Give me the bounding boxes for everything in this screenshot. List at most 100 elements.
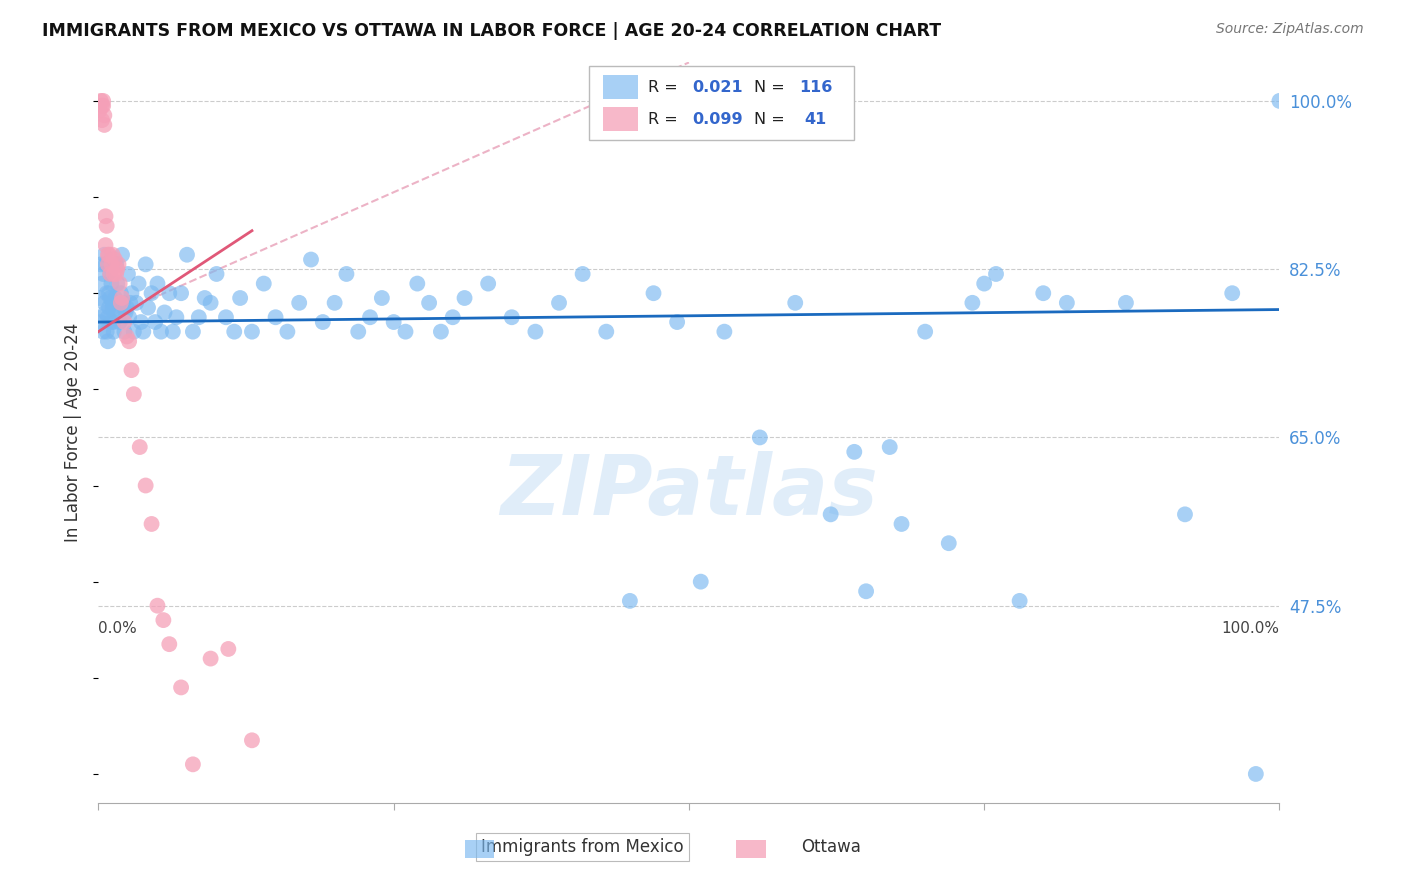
Point: [105, 267, 128, 281]
Text: N =: N =: [754, 80, 790, 95]
Point: [406, 277, 429, 291]
Point: [97, 257, 120, 271]
Point: [94, 305, 117, 319]
Text: 0.0%: 0.0%: [98, 622, 138, 636]
Point: [394, 325, 416, 339]
Point: [200, 651, 222, 665]
Point: [103, 315, 125, 329]
FancyBboxPatch shape: [603, 75, 638, 99]
Point: [890, 516, 912, 531]
Point: [100, 257, 122, 271]
Text: IMMIGRANTS FROM MEXICO VS OTTAWA IN LABOR FORCE | AGE 20-24 CORRELATION CHART: IMMIGRANTS FROM MEXICO VS OTTAWA IN LABO…: [42, 22, 941, 40]
Point: [748, 430, 770, 444]
Point: [93, 295, 115, 310]
Point: [240, 325, 263, 339]
Point: [217, 642, 239, 657]
Point: [121, 286, 143, 301]
Point: [1268, 94, 1291, 108]
Point: [441, 310, 464, 325]
Point: [418, 295, 440, 310]
Point: [107, 301, 129, 315]
Point: [129, 315, 152, 329]
Point: [170, 681, 193, 695]
FancyBboxPatch shape: [464, 840, 494, 858]
Point: [105, 262, 128, 277]
Point: [120, 295, 142, 310]
FancyBboxPatch shape: [589, 66, 855, 140]
Point: [89, 291, 111, 305]
Point: [90, 257, 112, 271]
Point: [170, 286, 193, 301]
Point: [98, 267, 121, 281]
Text: 41: 41: [804, 112, 827, 127]
Text: 100.0%: 100.0%: [1222, 622, 1279, 636]
Point: [112, 315, 135, 329]
Point: [98, 301, 121, 315]
Point: [103, 325, 125, 339]
Point: [477, 277, 499, 291]
Point: [105, 277, 128, 291]
Point: [136, 301, 159, 315]
Point: [97, 248, 120, 262]
Point: [713, 325, 735, 339]
Point: [93, 118, 115, 132]
Point: [619, 594, 641, 608]
Point: [224, 325, 246, 339]
Point: [96, 286, 118, 301]
Point: [453, 291, 475, 305]
Text: Immigrants from Mexico: Immigrants from Mexico: [481, 838, 683, 856]
Point: [97, 334, 120, 349]
Point: [122, 325, 145, 339]
Point: [91, 94, 114, 108]
Point: [194, 291, 217, 305]
Point: [90, 94, 112, 108]
Point: [111, 291, 134, 305]
Point: [90, 315, 112, 329]
Point: [115, 329, 138, 343]
Point: [91, 310, 114, 325]
Point: [176, 248, 198, 262]
Point: [430, 325, 453, 339]
Point: [689, 574, 711, 589]
Point: [288, 295, 311, 310]
Text: 116: 116: [799, 80, 832, 95]
Point: [879, 440, 901, 454]
Point: [98, 286, 121, 301]
Point: [1032, 286, 1054, 301]
Point: [571, 267, 593, 281]
Text: R =: R =: [648, 112, 682, 127]
FancyBboxPatch shape: [737, 840, 766, 858]
Point: [108, 277, 131, 291]
Point: [114, 305, 136, 319]
Point: [96, 219, 118, 233]
FancyBboxPatch shape: [603, 107, 638, 131]
Point: [110, 286, 132, 301]
Point: [1220, 286, 1243, 301]
Point: [938, 536, 960, 550]
Text: R =: R =: [648, 80, 682, 95]
Point: [97, 310, 120, 325]
Point: [152, 613, 174, 627]
Point: [94, 257, 117, 271]
Point: [205, 267, 228, 281]
Point: [914, 325, 936, 339]
Point: [94, 238, 117, 252]
Point: [128, 440, 150, 454]
Point: [143, 315, 166, 329]
Point: [501, 310, 523, 325]
Point: [111, 248, 134, 262]
Point: [115, 301, 138, 315]
Point: [91, 99, 114, 113]
Point: [855, 584, 877, 599]
Point: [146, 277, 169, 291]
Point: [91, 267, 114, 281]
Point: [135, 478, 157, 492]
Point: [1244, 767, 1267, 781]
Point: [973, 277, 995, 291]
Point: [157, 637, 180, 651]
Point: [962, 295, 984, 310]
Point: [132, 325, 155, 339]
Point: [91, 277, 114, 291]
Point: [844, 445, 866, 459]
Text: Source: ZipAtlas.com: Source: ZipAtlas.com: [1216, 22, 1364, 37]
